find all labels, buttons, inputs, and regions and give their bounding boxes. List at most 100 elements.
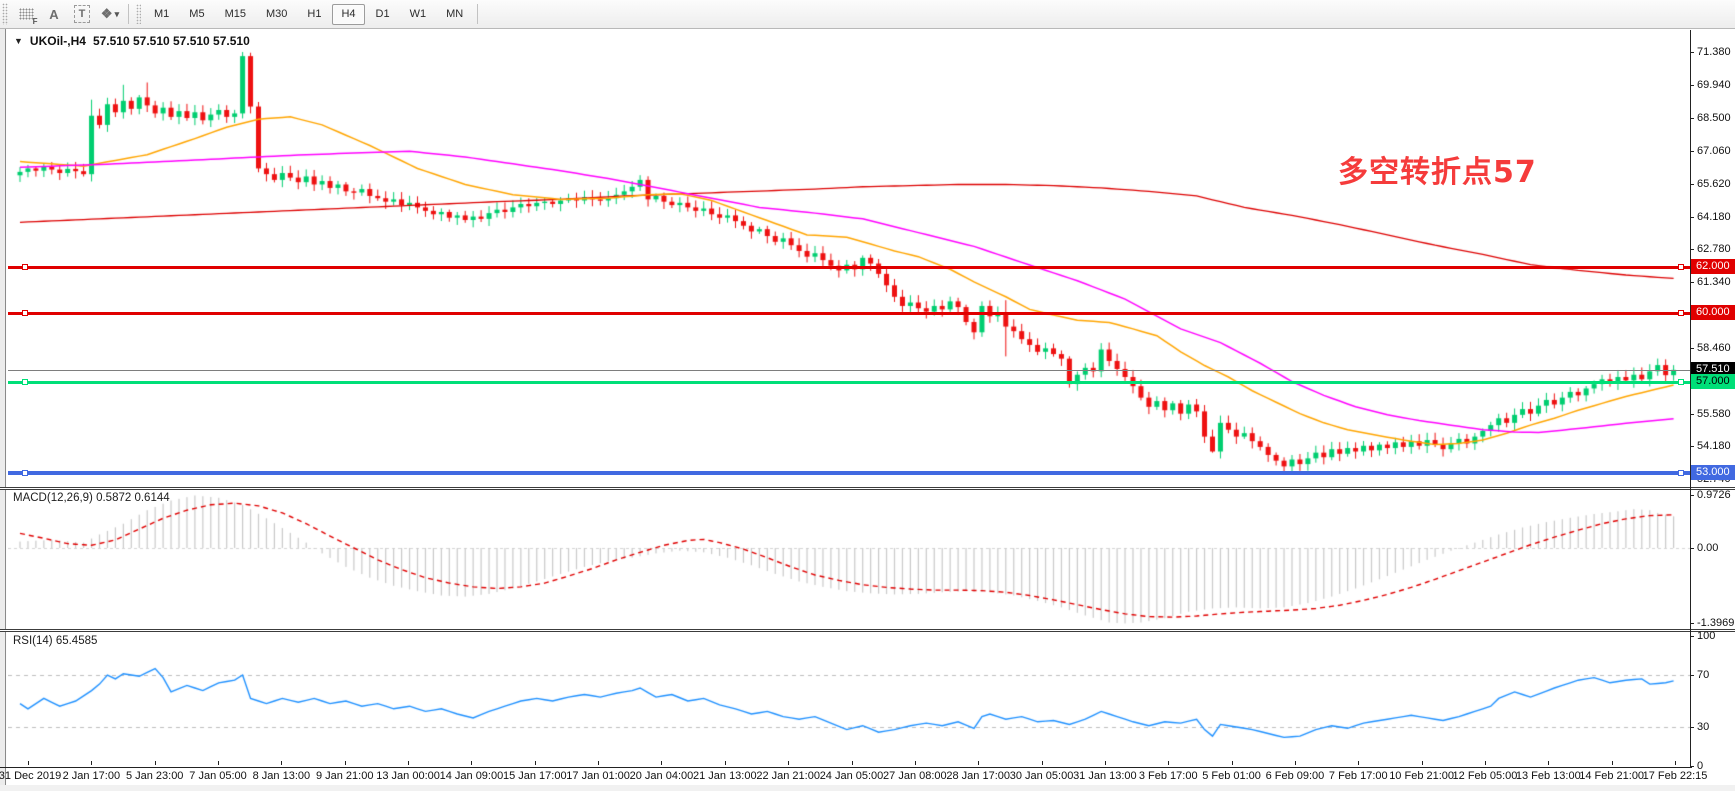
rsi-caption: RSI(14) 65.4585 xyxy=(13,635,98,647)
macd-plot[interactable] xyxy=(8,490,1690,629)
toolbar-drag-handle[interactable] xyxy=(2,3,8,25)
time-tickmark xyxy=(1041,761,1043,765)
hline-handle[interactable] xyxy=(1678,470,1684,477)
time-tick-label: 5 Jan 23:00 xyxy=(125,770,184,782)
time-tickmark xyxy=(1484,761,1486,765)
hline-handle[interactable] xyxy=(22,309,28,316)
macd-caption: MACD(12,26,9) 0.5872 0.6144 xyxy=(13,492,170,504)
price-badge-57.000: 57.000 xyxy=(1691,373,1735,389)
price-tick-label: 64.180 xyxy=(1697,211,1731,224)
timeframe-M5[interactable]: M5 xyxy=(189,7,205,20)
time-tick-label: 3 Feb 17:00 xyxy=(1138,770,1198,782)
price-tickmark xyxy=(1690,217,1694,219)
time-axis-line xyxy=(0,767,1692,768)
price-tick-label: 67.060 xyxy=(1697,145,1731,157)
price-tickmark xyxy=(1690,282,1694,284)
time-tick-label: 12 Feb 05:00 xyxy=(1452,770,1518,782)
time-tickmark xyxy=(661,761,663,765)
window-bottom-edge xyxy=(0,785,1735,791)
timeframe-M30[interactable]: M30 xyxy=(265,7,288,20)
indicator-list-icon[interactable]: F xyxy=(15,3,38,26)
hline-handle[interactable] xyxy=(22,470,28,477)
text-label-icon[interactable]: T xyxy=(71,3,93,25)
objects-icon[interactable]: ❖ ▾ xyxy=(99,3,121,25)
time-tickmark xyxy=(1358,761,1360,765)
price-tick-label: 65.620 xyxy=(1697,178,1731,191)
hline-handle[interactable] xyxy=(1678,378,1684,385)
hline-handle[interactable] xyxy=(22,378,28,385)
time-tickmark xyxy=(1104,761,1106,765)
time-tickmark xyxy=(471,761,473,765)
timeframe-M1[interactable]: M1 xyxy=(154,7,170,20)
time-tickmark xyxy=(154,761,156,765)
time-tickmark xyxy=(788,761,790,765)
toolbar-separator-2 xyxy=(477,4,479,24)
timeframe-W1[interactable]: W1 xyxy=(409,7,427,20)
hline-object-53.000[interactable] xyxy=(8,471,1690,476)
time-tick-label: 22 Jan 21:00 xyxy=(756,770,820,782)
time-tickmark xyxy=(598,761,600,765)
timeframe-M15[interactable]: M15 xyxy=(224,7,246,20)
rsi-plot[interactable] xyxy=(8,632,1690,767)
chart-window: ▼ UKOil-,H4 57.510 57.510 57.510 57.510 … xyxy=(0,29,1735,791)
timeframe-H4[interactable]: H4 xyxy=(332,3,365,25)
timeframe-MN[interactable]: MN xyxy=(446,7,464,20)
price-tickmark xyxy=(1690,151,1694,152)
price-tick-label: 54.180 xyxy=(1697,440,1731,453)
price-chart-plot[interactable] xyxy=(8,30,1690,487)
time-tick-label: 9 Jan 21:00 xyxy=(315,770,374,782)
time-tick-label: 7 Feb 17:00 xyxy=(1328,770,1388,782)
chart-annotation-text[interactable]: 多空转折点57 xyxy=(1338,155,1537,190)
price-tickmark xyxy=(1690,52,1694,53)
time-tickmark xyxy=(1231,761,1233,765)
panel-divider-rsi[interactable] xyxy=(0,629,1735,632)
price-tickmark xyxy=(1690,118,1694,119)
time-tickmark xyxy=(1294,761,1296,765)
price-tick-label: 68.500 xyxy=(1697,112,1731,124)
text-annotation-icon[interactable]: A xyxy=(49,6,59,22)
price-tick-label: 55.580 xyxy=(1697,408,1731,421)
hline-handle[interactable] xyxy=(1678,309,1684,316)
macd-tickmark xyxy=(1690,548,1694,549)
timeframe-D1[interactable]: D1 xyxy=(375,7,390,20)
objects-glyph: ❖ xyxy=(100,6,113,21)
time-tick-label: 30 Jan 05:00 xyxy=(1009,770,1074,782)
price-badge-62.000: 62.000 xyxy=(1691,258,1735,275)
time-tick-label: 31 Jan 13:00 xyxy=(1073,770,1137,782)
price-badge-53.000: 53.000 xyxy=(1691,465,1735,481)
price-tick-label: 62.780 xyxy=(1697,243,1731,256)
macd-tick-label: 0.00 xyxy=(1697,542,1719,554)
text-label-glyph: T xyxy=(73,5,91,23)
panel-divider-macd[interactable] xyxy=(0,487,1735,490)
hline-object-57.000[interactable] xyxy=(8,380,1690,384)
hline-handle[interactable] xyxy=(1678,263,1684,270)
time-tickmark xyxy=(408,761,410,765)
time-tickmark xyxy=(28,761,29,765)
time-tick-label: 13 Jan 00:00 xyxy=(376,770,440,782)
hline-object-60.000[interactable] xyxy=(8,311,1690,315)
time-tick-label: 8 Jan 13:00 xyxy=(252,770,311,782)
macd-tick-label: -1.3969 xyxy=(1697,617,1735,630)
hline-handle[interactable] xyxy=(22,263,28,270)
rsi-tick-label: 100 xyxy=(1697,630,1716,642)
time-tickmark xyxy=(1675,761,1676,765)
timeframe-drag-handle[interactable] xyxy=(136,4,141,24)
dropdown-caret-icon[interactable]: ▾ xyxy=(114,8,120,19)
time-tick-label: 17 Feb 22:15 xyxy=(1642,770,1708,782)
rsi-tickmark xyxy=(1690,766,1694,767)
rsi-tickmark xyxy=(1690,727,1694,728)
price-badge-57.510: 57.510 xyxy=(1691,361,1735,378)
price-tick-label: 71.380 xyxy=(1697,46,1731,58)
time-tick-label: 7 Jan 05:00 xyxy=(189,770,247,782)
time-tickmark xyxy=(1611,761,1613,765)
price-tickmark xyxy=(1690,348,1694,350)
timeframe-H1[interactable]: H1 xyxy=(307,7,322,20)
time-tick-label: 2 Jan 17:00 xyxy=(62,770,121,782)
hline-object-62.000[interactable] xyxy=(8,265,1690,269)
price-tickmark xyxy=(1690,446,1694,448)
current-price-line xyxy=(8,369,1690,371)
time-tickmark xyxy=(724,761,726,765)
window-left-edge xyxy=(0,29,6,791)
price-tickmark xyxy=(1690,184,1694,186)
